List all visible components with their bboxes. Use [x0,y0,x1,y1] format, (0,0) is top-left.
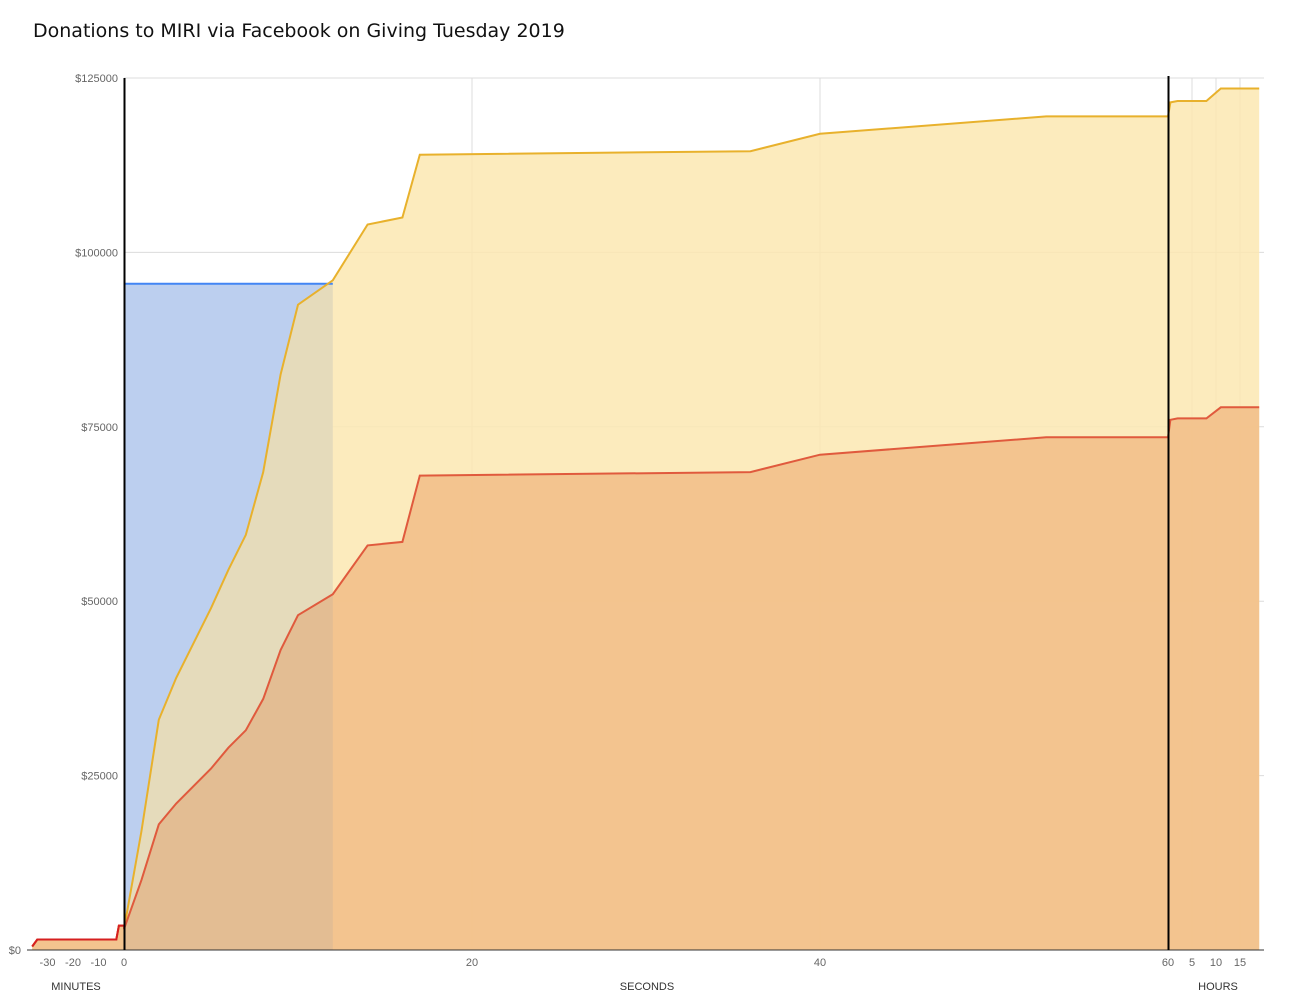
overlap-shade [124,283,333,950]
y-tick-label: $100000 [75,247,118,259]
y-tick-label: $75000 [81,422,118,434]
x-tick-label: 5 [1189,957,1195,969]
x-tick-label: -20 [65,957,81,969]
y-tick-label: $50000 [81,596,118,608]
x-tick-label: 15 [1234,957,1246,969]
y-tick-label: $0 [9,945,21,957]
x-section-label: SECONDS [620,981,674,993]
x-tick-label: 10 [1210,957,1222,969]
x-section-label: MINUTES [51,981,101,993]
x-tick-label: 60 [1162,957,1174,969]
x-section-label: HOURS [1198,981,1238,993]
chart-title: Donations to MIRI via Facebook on Giving… [33,20,565,42]
x-tick-label: 0 [121,957,127,969]
x-tick-label: -30 [40,957,56,969]
x-tick-label: 20 [466,957,478,969]
x-tick-label: -10 [91,957,107,969]
x-tick-label: 40 [814,957,826,969]
series-area-red [32,407,1260,950]
series-line-red-minutes [31,924,124,948]
y-tick-label: $25000 [81,771,118,783]
y-tick-label: $125000 [75,73,118,85]
